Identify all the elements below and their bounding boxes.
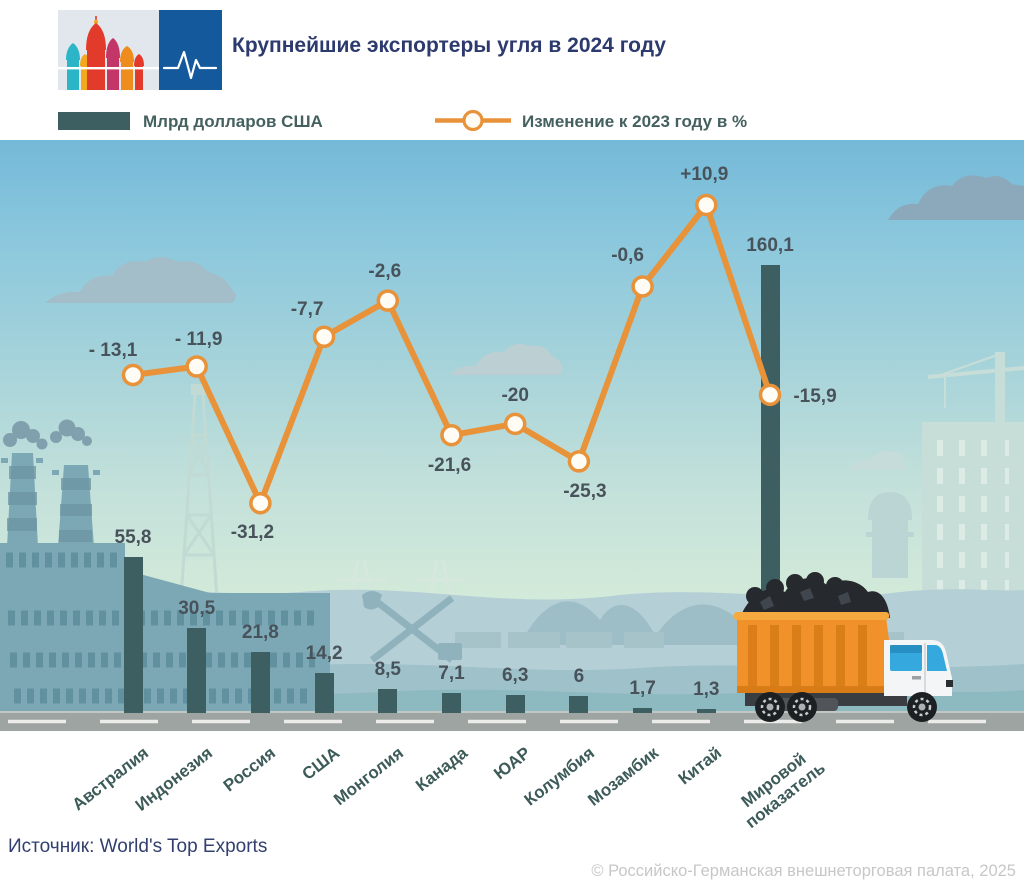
axis-label: Мозамбик: [583, 743, 662, 810]
axis-label: ЮАР: [490, 743, 535, 784]
line-marker: [567, 450, 591, 473]
legend-line-swatch: [435, 109, 511, 132]
excavator-icon: [362, 591, 462, 663]
ahk-logo: [58, 10, 222, 90]
copyright-note: © Российско-Германская внешнеторговая па…: [591, 862, 1016, 880]
legend-line-label: Изменение к 2023 году в %: [522, 112, 748, 131]
line-marker: [503, 412, 527, 436]
bar: [696, 709, 716, 713]
chart-area: 55,8 30,5 21,8 14,2 8,5 7,1 6,3 6 1,7 1,3 160,1 - 1…: [0, 140, 1024, 731]
bar-value-label: 21,8: [241, 621, 279, 643]
axis-label: Китай: [675, 743, 726, 789]
source-note: Источник: World's Top Exports: [8, 836, 268, 857]
coal-load-icon: [740, 572, 890, 618]
axis-label: Россия: [220, 743, 280, 796]
dump-bed: [734, 612, 896, 693]
bar-value-label: 160,1: [746, 234, 794, 256]
bar: [569, 696, 589, 713]
cloud-icon: [45, 175, 1024, 470]
truck-cab: [884, 640, 953, 696]
bar-value-label: 14,2: [305, 643, 343, 665]
coal-truck-icon: [734, 572, 953, 722]
line-marker: [631, 275, 654, 298]
line-marker: [695, 193, 718, 217]
truck-wheel-icon: [755, 692, 937, 722]
axis-label: США: [298, 743, 344, 784]
factory-icon: [0, 419, 330, 731]
bar: [123, 556, 143, 713]
bar-value-label: 1,3: [693, 679, 720, 701]
legend-bar-label: Млрд долларов США: [143, 112, 323, 131]
axis-label: Индонезия: [131, 743, 216, 815]
axis-label: Австралия: [68, 743, 153, 815]
line-value-label: +10,9: [680, 163, 729, 185]
line-marker: [758, 383, 782, 407]
bar: [314, 673, 334, 713]
cathedral-icon: [66, 16, 144, 90]
bar: [633, 708, 653, 713]
bar-value-label: 8,5: [374, 659, 402, 681]
line-value-label: -31,2: [230, 522, 275, 544]
bar-value-label: 55,8: [114, 526, 152, 548]
line-value-label: -7,7: [290, 298, 324, 320]
line-marker: [121, 363, 145, 387]
bar: [505, 695, 525, 713]
bar-value-label: 6: [573, 666, 585, 688]
smoke-icon: [3, 419, 92, 450]
axis-label: Колумбия: [520, 743, 598, 810]
value-labels-layer: 55,8 30,5 21,8 14,2 8,5 7,1 6,3 6 1,7 1,3 160,1 - 1…: [0, 140, 1024, 731]
axis-label: Монголия: [329, 743, 407, 810]
page-title: Крупнейшие экспортеры угля в 2024 году: [232, 34, 666, 57]
line-value-label: -20: [501, 384, 529, 406]
line-marker: [440, 423, 463, 447]
line-value-label: -15,9: [793, 385, 837, 407]
line-value-label: - 11,9: [174, 329, 223, 351]
bar: [378, 689, 398, 713]
line-marker: [185, 355, 208, 378]
line-value-label: -21,6: [427, 455, 472, 477]
bar: [442, 693, 461, 713]
bar-value-label: 7,1: [438, 663, 465, 685]
bar: [187, 627, 207, 713]
bar-value-label: 1,7: [629, 678, 656, 700]
bar-value-label: 30,5: [178, 597, 216, 619]
legend-bar-swatch: [58, 112, 130, 130]
change-line-series: [121, 193, 782, 515]
line-value-label: -25,3: [563, 481, 607, 503]
line-value-label: - 13,1: [88, 339, 138, 361]
axis-label: Канада: [411, 743, 471, 796]
bar: [250, 651, 270, 713]
line-marker: [376, 289, 400, 312]
axis-label: Мировой показатель: [737, 749, 829, 832]
pulse-line-icon: [162, 50, 218, 80]
bar-value-label: 6,3: [501, 665, 529, 687]
line-value-label: -2,6: [368, 260, 402, 282]
line-value-label: -0,6: [611, 245, 644, 267]
line-marker: [312, 325, 336, 348]
line-marker: [249, 491, 272, 515]
